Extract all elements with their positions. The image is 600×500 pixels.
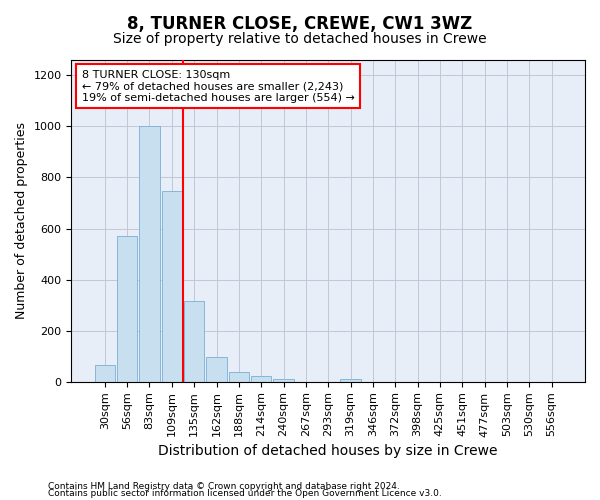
- Text: 8, TURNER CLOSE, CREWE, CW1 3WZ: 8, TURNER CLOSE, CREWE, CW1 3WZ: [127, 15, 473, 33]
- Text: 8 TURNER CLOSE: 130sqm
← 79% of detached houses are smaller (2,243)
19% of semi-: 8 TURNER CLOSE: 130sqm ← 79% of detached…: [82, 70, 355, 103]
- Bar: [206, 358, 227, 382]
- Text: Size of property relative to detached houses in Crewe: Size of property relative to detached ho…: [113, 32, 487, 46]
- Bar: [117, 236, 137, 382]
- Bar: [162, 192, 182, 382]
- Bar: [340, 378, 361, 382]
- Y-axis label: Number of detached properties: Number of detached properties: [15, 122, 28, 320]
- Bar: [95, 365, 115, 382]
- Bar: [139, 126, 160, 382]
- Bar: [229, 372, 249, 382]
- Bar: [184, 302, 204, 382]
- Text: Contains HM Land Registry data © Crown copyright and database right 2024.: Contains HM Land Registry data © Crown c…: [48, 482, 400, 491]
- X-axis label: Distribution of detached houses by size in Crewe: Distribution of detached houses by size …: [158, 444, 498, 458]
- Bar: [251, 376, 271, 382]
- Text: Contains public sector information licensed under the Open Government Licence v3: Contains public sector information licen…: [48, 490, 442, 498]
- Bar: [274, 378, 293, 382]
